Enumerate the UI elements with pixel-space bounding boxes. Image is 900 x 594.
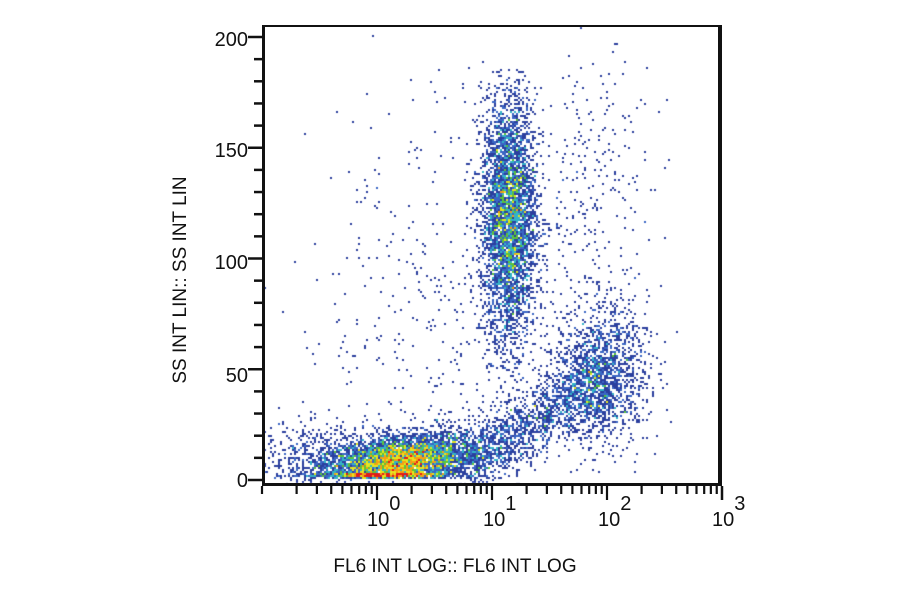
y-tick-label-150: 150	[214, 140, 248, 162]
scatter-plot-area	[262, 25, 722, 486]
y-tick-label-200: 200	[214, 29, 248, 51]
x-axis-label: FL6 INT LOG:: FL6 INT LOG	[333, 556, 577, 577]
y-tick-label-0: 0	[236, 470, 248, 492]
x-tick-label-10e0: 100	[367, 493, 401, 531]
x-tick-label-10e3: 103	[712, 493, 746, 531]
y-tick-label-50: 50	[225, 365, 248, 387]
y-axis-label: SS INT LIN:: SS INT LIN	[170, 176, 191, 384]
y-tick-label-100: 100	[214, 252, 248, 274]
x-tick-label-10e2: 102	[598, 493, 632, 531]
x-tick-label-10e1: 101	[483, 493, 517, 531]
